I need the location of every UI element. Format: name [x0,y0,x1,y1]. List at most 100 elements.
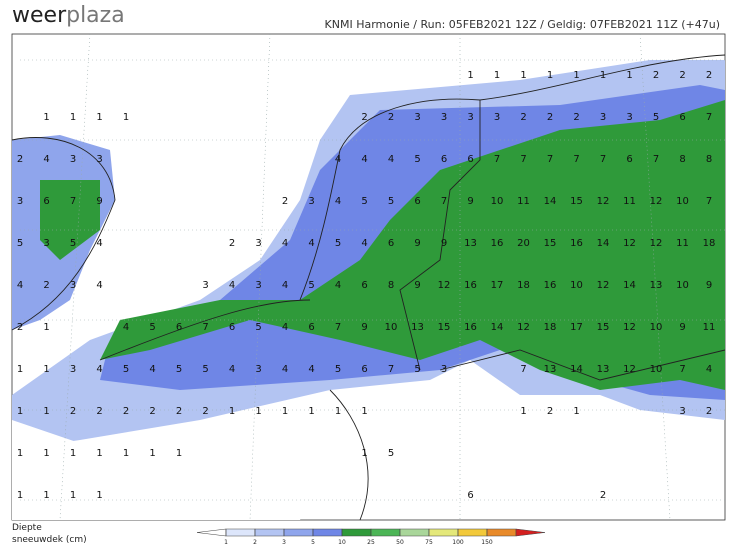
legend-swatch [428,528,459,537]
map-value: 14 [570,364,583,375]
legend-swatch [196,528,227,537]
legend-tick-label: 1 [224,539,228,546]
map-value: 4 [335,280,341,291]
map-value: 1 [520,406,526,417]
map-value: 7 [70,196,76,207]
map-value: 2 [547,112,553,123]
map-value: 10 [676,196,689,207]
map-value: 4 [282,322,288,333]
map-value: 17 [491,280,504,291]
logo-part: weer [12,3,67,28]
map-value: 7 [335,322,341,333]
legend-title: sneeuwdek (cm) [12,535,87,545]
map-value: 4 [229,280,235,291]
map-value: 1 [282,406,288,417]
map-value: 7 [520,364,526,375]
legend: 1 2 3 5 10 25 50 75 100 150 [196,528,546,546]
legend-tick-label: 25 [367,539,375,546]
map-value: 3 [308,196,314,207]
map-value: 6 [467,490,473,501]
map-value: 11 [623,196,636,207]
map-value: 5 [335,238,341,249]
coastline [11,54,726,521]
legend-title: Diepte [12,523,42,533]
map-value: 17 [570,322,583,333]
map-value: 4 [361,238,367,249]
map-value: 3 [70,280,76,291]
map-value: 12 [623,238,636,249]
map-value: 2 [176,406,182,417]
map-value: 5 [388,448,394,459]
legend-tick-label: 75 [425,539,433,546]
map-value: 2 [17,322,23,333]
map-value: 15 [438,322,451,333]
map-value: 2 [229,238,235,249]
legend-swatch [254,528,285,537]
map-value: 2 [43,280,49,291]
map-value: 7 [202,322,208,333]
map-value: 14 [544,196,557,207]
map-value: 2 [123,406,129,417]
map-value: 12 [623,364,636,375]
map-value: 7 [600,154,606,165]
map-value: 9 [706,280,712,291]
map-value: 9 [679,322,685,333]
map-value: 5 [70,238,76,249]
map-value: 12 [597,196,610,207]
map-value: 4 [149,364,155,375]
map-value: 2 [547,406,553,417]
map-value: 1 [96,112,102,123]
map-value: 7 [706,196,712,207]
map-value: 4 [96,238,102,249]
map-value: 1 [573,406,579,417]
map-value: 9 [96,196,102,207]
map-value: 18 [703,238,716,249]
map-value: 10 [491,196,504,207]
map-value: 1 [43,448,49,459]
map-value: 2 [520,112,526,123]
map-value: 6 [679,112,685,123]
map-value: 6 [176,322,182,333]
map-value: 1 [17,406,23,417]
map-value: 1 [626,70,632,81]
map-value: 4 [706,364,712,375]
logo: weerplaza [12,3,125,28]
map-value: 3 [600,112,606,123]
map-value: 13 [464,238,477,249]
legend-swatch [312,528,343,537]
map-value: 5 [653,112,659,123]
legend-tick-label: 3 [282,539,286,546]
map-value: 2 [282,196,288,207]
map-value: 10 [650,322,663,333]
map-value: 3 [255,364,261,375]
map-value: 6 [441,154,447,165]
map-value: 5 [123,364,129,375]
map-value: 5 [202,364,208,375]
graticule [20,33,725,521]
map-value: 7 [441,196,447,207]
map-value: 4 [17,280,23,291]
map-value: 1 [43,322,49,333]
map-value: 3 [679,406,685,417]
map-value: 1 [467,70,473,81]
map-value: 1 [123,448,129,459]
map-value: 4 [96,280,102,291]
map-value: 2 [70,406,76,417]
map-value: 6 [229,322,235,333]
map-value: 1 [494,70,500,81]
map-value: 1 [229,406,235,417]
map-value: 4 [361,154,367,165]
map-value: 1 [335,406,341,417]
map-value: 10 [570,280,583,291]
map-value: 4 [96,364,102,375]
map-value: 1 [43,364,49,375]
map-value: 2 [706,406,712,417]
legend-swatch [225,528,256,537]
map-value: 1 [96,448,102,459]
map-value: 6 [308,322,314,333]
map-value: 16 [491,238,504,249]
map-value: 1 [520,70,526,81]
map-value: 7 [679,364,685,375]
legend-swatch [399,528,430,537]
map-value: 2 [600,490,606,501]
